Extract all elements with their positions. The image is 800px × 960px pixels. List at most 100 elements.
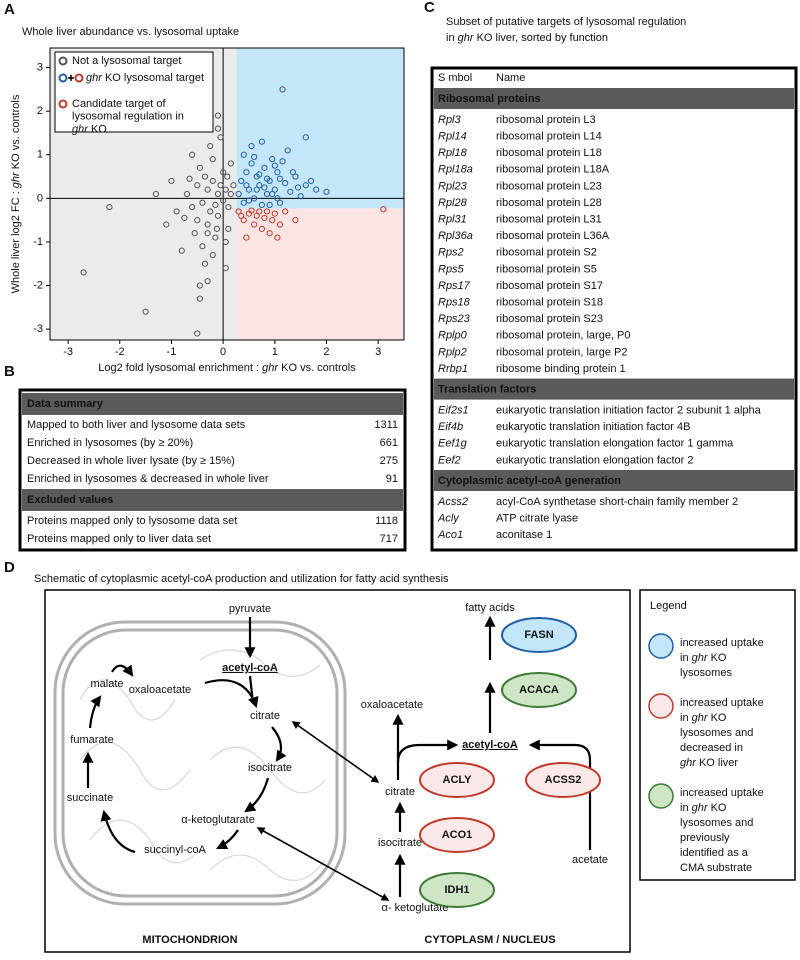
legend-text: ghr KO liver [680,757,738,769]
legend-frame [639,589,796,881]
scatter-point [248,160,255,167]
legend-label: Candidate target of lysosomal regulation… [72,98,187,135]
crista [209,854,326,881]
scatter-point [271,162,278,169]
scatter-point [217,182,224,189]
scatter-point [224,173,231,180]
column-header: Name [496,72,525,84]
scatter-point [196,164,203,171]
metabolite: oxaloacetate [129,684,191,696]
scatter-point [253,186,260,193]
gene-name: acyl-CoA synthetase short-chain family m… [496,496,738,508]
arrow [100,809,136,854]
scatter-point [204,230,211,237]
gene-symbol: Rplp0 [438,330,468,342]
metabolite: succinyl-coA [144,844,206,856]
scatter-point [142,308,149,315]
gene-name: ribosomal protein S5 [496,263,597,275]
gene-name: eukaryotic translation elongation factor… [496,438,734,450]
scatter-point [276,199,284,206]
scatter-point [240,217,247,224]
y-tick-label: -1 [33,236,43,248]
section-title: Excluded values [27,494,113,506]
scatter-point [256,208,263,215]
panel-label: A [4,1,15,18]
scatter-point [243,182,250,189]
legend-box [54,51,214,133]
scatter-point [201,260,209,267]
arrow [216,829,239,849]
enzyme-label: FASN [524,629,553,641]
legend-marker [58,56,68,66]
scatter-point [245,186,253,193]
metabolite: isocitrate [378,837,422,849]
scatter-point [323,188,330,195]
metabolite: acetate [572,854,608,866]
scatter-point [274,234,281,241]
scatter-point [258,201,265,208]
scatter-point [261,214,268,222]
table-frame [430,66,798,552]
row-value: 1311 [374,419,398,431]
scatter-point [261,184,268,191]
section-bar [434,88,794,109]
italic-text: ghr [262,362,279,374]
scatter-point [297,193,304,200]
legend-text: lysosomes [680,667,732,679]
scatter-point [276,221,284,228]
scatter-point [178,247,185,254]
scatter-point [194,182,201,189]
text-line: lysosomal regulation in [72,111,187,123]
scatter-point [214,190,222,198]
scatter-point [189,151,196,158]
scatter-point [289,169,296,176]
gene-name: ribosomal protein L18 [496,147,602,159]
gene-name: ATP citrate lyase [496,513,578,525]
legend-label: ghr KO lysosomal target [86,72,204,84]
panel-label: C [424,0,435,16]
section-title: Translation factors [438,384,536,396]
legend-label: Not a lysosomal target [72,55,181,67]
text-line: ghr KO lysosomal target [86,72,204,84]
scatter-point [269,190,276,198]
scatter-point [243,169,250,176]
y-tick-label: -3 [33,323,43,335]
scatter-point [189,203,196,211]
legend-marker [58,73,68,83]
gene-symbol: Eif2s1 [438,405,469,417]
row-label: Enriched in lysosomes (by ≥ 20%) [27,437,193,449]
scatter-point [152,190,160,198]
scatter-point [183,190,191,198]
legend-text: lysosomes and [680,727,753,739]
scatter-point [258,225,265,232]
metabolite: fumarate [70,734,113,746]
gene-name: eukaryotic translation initiation factor… [496,405,762,417]
scatter-point [284,147,291,154]
row-label: Proteins mapped only to lysosome data se… [27,515,237,527]
panel-label: D [4,559,15,576]
x-tick-label: -1 [167,346,177,358]
scatter-point [251,195,258,202]
scatter-point [279,158,286,165]
gene-symbol: Rpl18 [438,147,468,159]
legend-swatch [648,693,674,719]
enzyme [419,762,495,798]
scatter-point [279,86,286,93]
arrow [528,739,592,850]
panel-title: Schematic of cytoplasmic acetyl-coA prod… [34,573,449,585]
scatter-point [196,282,203,289]
enzyme-label: ACLY [443,774,473,786]
italic-text: ghr [86,72,103,84]
scatter-point [80,269,87,276]
metabolite: α-ketoglutarate [181,814,255,826]
italic-text: ghr [692,652,709,664]
scatter-point [209,156,216,163]
gene-name: ribosome binding protein 1 [496,363,626,375]
gene-name: ribosomal protein L18A [496,164,610,176]
scatter-point [209,251,216,259]
scatter-point [256,182,263,189]
gene-symbol: Rps2 [438,247,464,259]
y-tick-label: 3 [37,62,43,74]
arrow [291,721,380,783]
legend-text: CMA substrate [680,862,752,874]
